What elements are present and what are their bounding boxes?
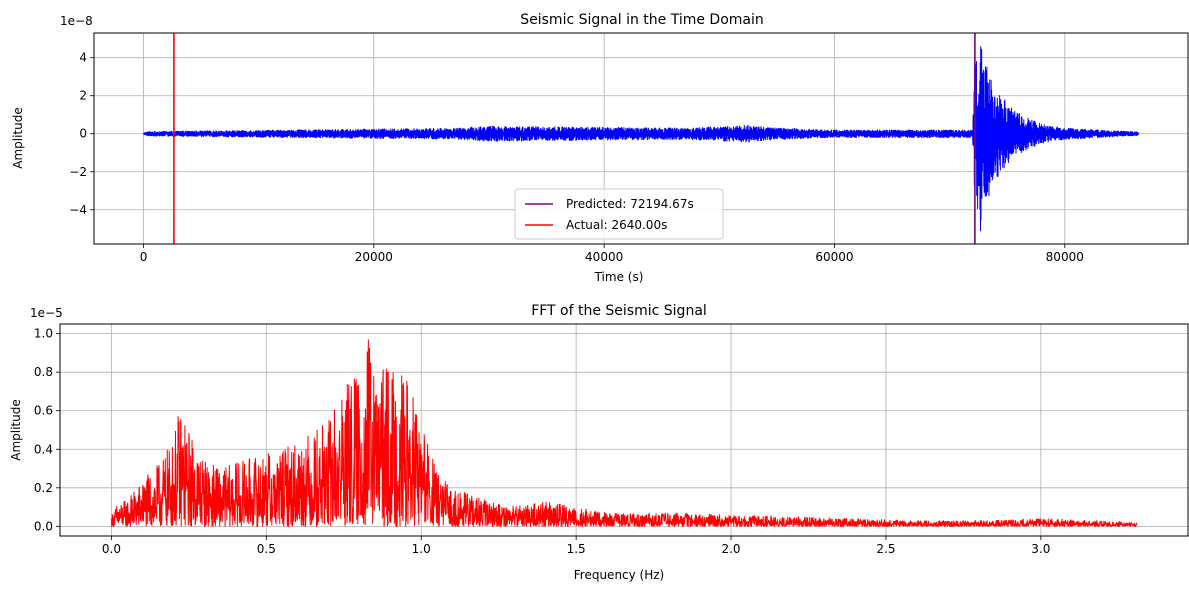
signal-trace bbox=[110, 339, 1138, 527]
fft-y-offset: 1e−5 bbox=[30, 306, 63, 320]
x-tick-label: 80000 bbox=[1046, 250, 1084, 264]
fft-signal bbox=[110, 339, 1138, 527]
time-domain-xlabel: Time (s) bbox=[594, 270, 644, 284]
y-tick-label: 0.0 bbox=[34, 519, 53, 533]
time-domain-x-offset: 1e−8 bbox=[60, 14, 93, 28]
time-domain-title: Seismic Signal in the Time Domain bbox=[520, 12, 764, 28]
y-tick-label: 1.0 bbox=[34, 327, 53, 341]
x-tick-label: 1.5 bbox=[567, 542, 586, 556]
time-domain-ylabel: Amplitude bbox=[11, 107, 25, 169]
legend-predicted-label: Predicted: 72194.67s bbox=[566, 197, 694, 211]
time-domain-y-ticks: −4 −2 0 2 4 bbox=[69, 51, 94, 217]
y-tick-label: 0.2 bbox=[34, 481, 53, 495]
y-tick-label: −4 bbox=[69, 203, 87, 217]
signal-trace bbox=[143, 46, 1139, 232]
time-domain-vlines bbox=[173, 33, 976, 244]
x-tick-label: 2.0 bbox=[721, 542, 740, 556]
x-tick-label: 0.5 bbox=[257, 542, 276, 556]
time-domain-legend: Predicted: 72194.67s Actual: 2640.00s bbox=[514, 188, 724, 240]
x-tick-label: 40000 bbox=[585, 250, 623, 264]
x-tick-label: 0.0 bbox=[102, 542, 121, 556]
y-tick-label: 2 bbox=[79, 89, 87, 103]
fft-y-ticks: 0.0 0.2 0.4 0.6 0.8 1.0 bbox=[34, 327, 60, 533]
x-tick-label: 0 bbox=[140, 250, 148, 264]
y-tick-label: 0 bbox=[79, 127, 87, 141]
x-tick-label: 3.0 bbox=[1031, 542, 1050, 556]
fft-x-ticks: 0.0 0.5 1.0 1.5 2.0 2.5 3.0 bbox=[102, 536, 1050, 556]
x-tick-label: 20000 bbox=[355, 250, 393, 264]
fft-title: FFT of the Seismic Signal bbox=[531, 303, 707, 319]
time-domain-x-ticks: 0 20000 40000 60000 80000 bbox=[140, 244, 1084, 264]
y-tick-label: 0.4 bbox=[34, 442, 53, 456]
x-tick-label: 60000 bbox=[815, 250, 853, 264]
time-domain-signal bbox=[143, 46, 1139, 232]
fft-axes-frame bbox=[59, 323, 1189, 537]
fft-ylabel: Amplitude bbox=[9, 399, 23, 461]
fft-panel: FFT of the Seismic Signal 0.0 0.5 1.0 1.5 2.… bbox=[9, 303, 1189, 582]
time-domain-axes-frame bbox=[93, 32, 1189, 245]
time-domain-panel: Seismic Signal in the Time Domain 0 20000… bbox=[11, 12, 1189, 284]
y-tick-label: 0.8 bbox=[34, 365, 53, 379]
y-tick-label: 0.6 bbox=[34, 404, 53, 418]
legend-actual-label: Actual: 2640.00s bbox=[566, 218, 667, 232]
x-tick-label: 1.0 bbox=[412, 542, 431, 556]
legend-box bbox=[514, 188, 724, 240]
y-tick-label: −2 bbox=[69, 165, 87, 179]
x-tick-label: 2.5 bbox=[876, 542, 895, 556]
fft-xlabel: Frequency (Hz) bbox=[574, 568, 665, 582]
y-tick-label: 4 bbox=[79, 51, 87, 65]
